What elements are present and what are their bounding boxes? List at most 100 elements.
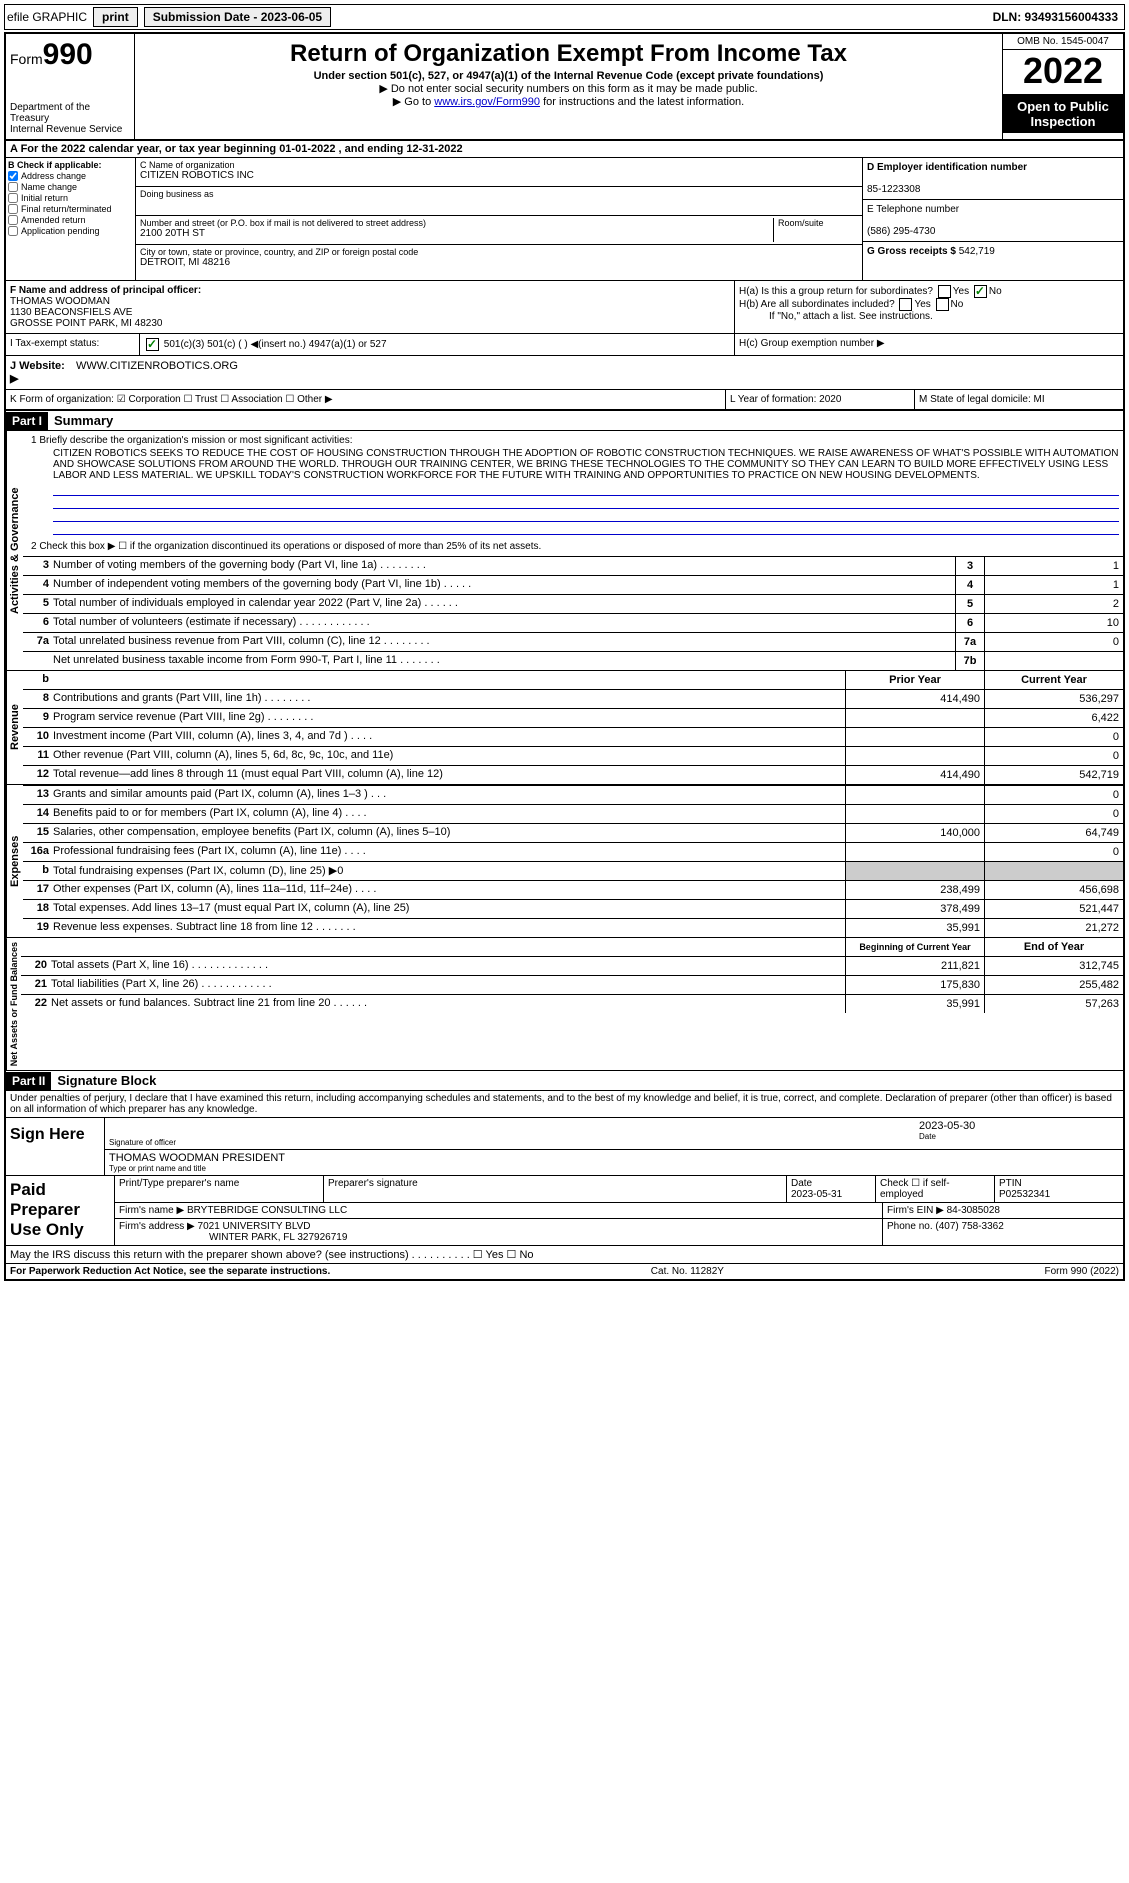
hc-label: H(c) Group exemption number ▶	[739, 338, 885, 349]
table-row: 7a Total unrelated business revenue from…	[23, 632, 1123, 651]
501c3-checkbox[interactable]	[146, 338, 159, 351]
line-val	[984, 652, 1123, 670]
line-num: 14	[23, 805, 53, 823]
line-desc: Other revenue (Part VIII, column (A), li…	[53, 747, 845, 765]
line-box: 7b	[955, 652, 984, 670]
dba-box: Doing business as	[136, 187, 862, 216]
sign-here-row: Sign Here Signature of officer 2023-05-3…	[6, 1118, 1123, 1176]
table-row: 6 Total number of volunteers (estimate i…	[23, 613, 1123, 632]
sig-line1: Signature of officer 2023-05-30 Date	[105, 1118, 1123, 1150]
part-ii-title: Signature Block	[51, 1071, 162, 1090]
curr-val	[984, 862, 1123, 880]
line-desc: Revenue less expenses. Subtract line 18 …	[53, 919, 845, 937]
sig-space	[109, 1120, 919, 1138]
line-box: 3	[955, 557, 984, 575]
na-content: Beginning of Current Year End of Year 20…	[21, 938, 1123, 1070]
prep-date: Date 2023-05-31	[787, 1176, 876, 1202]
ha-yes-checkbox[interactable]	[938, 285, 951, 298]
cb-label: Name change	[21, 182, 77, 192]
table-row: 8 Contributions and grants (Part VIII, l…	[23, 689, 1123, 708]
curr-val: 312,745	[984, 957, 1123, 975]
table-row: 9 Program service revenue (Part VIII, li…	[23, 708, 1123, 727]
ein-v: 84-3085028	[947, 1205, 1000, 1216]
city-box: City or town, state or province, country…	[136, 245, 862, 273]
cb-label: Final return/terminated	[21, 204, 112, 214]
empty	[53, 671, 845, 689]
prior-val: 175,830	[845, 976, 984, 994]
hb-label: H(b) Are all subordinates included?	[739, 299, 895, 310]
form-prefix: Form	[10, 51, 43, 67]
curr-val: 0	[984, 805, 1123, 823]
line-desc: Total number of volunteers (estimate if …	[53, 614, 955, 632]
table-row: 13 Grants and similar amounts paid (Part…	[23, 785, 1123, 804]
firm-v: BRYTEBRIDGE CONSULTING LLC	[187, 1205, 347, 1216]
cb-label: Address change	[21, 171, 86, 181]
irs-link[interactable]: www.irs.gov/Form990	[434, 96, 540, 108]
gross-receipts-box: G Gross receipts $ 542,719	[863, 242, 1123, 280]
line-desc: Net assets or fund balances. Subtract li…	[51, 995, 845, 1013]
cb-amended[interactable]: Amended return	[8, 215, 133, 225]
city-label: City or town, state or province, country…	[140, 247, 858, 257]
line-box: 7a	[955, 633, 984, 651]
city-val: DETROIT, MI 48216	[140, 257, 858, 268]
cb-final-return[interactable]: Final return/terminated	[8, 204, 133, 214]
curr-val: 0	[984, 786, 1123, 804]
curr-val: 21,272	[984, 919, 1123, 937]
ptin-v: P02532341	[999, 1189, 1050, 1200]
d-label: D Employer identification number	[867, 162, 1027, 173]
col-f-officer: F Name and address of principal officer:…	[6, 281, 734, 333]
efile-top-bar: efile GRAPHIC print Submission Date - 20…	[4, 4, 1125, 30]
form-990-num: 990	[43, 38, 93, 71]
phone-l: Phone no.	[887, 1221, 933, 1232]
m-domicile: M State of legal domicile: MI	[914, 390, 1123, 409]
exp-rows: 13 Grants and similar amounts paid (Part…	[23, 785, 1123, 937]
prior-val: 140,000	[845, 824, 984, 842]
na-rows: 20 Total assets (Part X, line 16) . . . …	[21, 956, 1123, 1013]
cb-label: Amended return	[21, 215, 86, 225]
addr-val: 2100 20TH ST	[140, 228, 773, 239]
line-num: 17	[23, 881, 53, 899]
beg-year-header: Beginning of Current Year	[845, 938, 984, 956]
cb-address-change[interactable]: Address change	[8, 171, 133, 181]
curr-val: 542,719	[984, 766, 1123, 784]
submission-date: Submission Date - 2023-06-05	[144, 7, 331, 27]
firm-addr: Firm's address ▶ 7021 UNIVERSITY BLVD WI…	[115, 1219, 883, 1245]
form-note1: ▶ Do not enter social security numbers o…	[139, 82, 998, 95]
line-desc: Contributions and grants (Part VIII, lin…	[53, 690, 845, 708]
empty	[51, 938, 845, 956]
l-year-formation: L Year of formation: 2020	[725, 390, 914, 409]
prep-check: Check ☐ if self-employed	[876, 1176, 995, 1202]
c-name-label: C Name of organization	[140, 160, 858, 170]
mission-text: CITIZEN ROBOTICS SEEKS TO REDUCE THE COS…	[53, 448, 1119, 481]
table-row: 3 Number of voting members of the govern…	[23, 556, 1123, 575]
revenue-section: Revenue b Prior Year Current Year 8 Cont…	[6, 671, 1123, 785]
discuss-row: May the IRS discuss this return with the…	[6, 1245, 1123, 1263]
cb-app-pending[interactable]: Application pending	[8, 226, 133, 236]
cb-name-change[interactable]: Name change	[8, 182, 133, 192]
gov-rows: 3 Number of voting members of the govern…	[23, 556, 1123, 670]
line-num: 21	[21, 976, 51, 994]
line-val: 0	[984, 633, 1123, 651]
dln-label: DLN: 93493156004333	[993, 10, 1122, 24]
hb-no-checkbox[interactable]	[936, 298, 949, 311]
cb-initial-return[interactable]: Initial return	[8, 193, 133, 203]
table-row: 20 Total assets (Part X, line 16) . . . …	[21, 956, 1123, 975]
curr-val: 521,447	[984, 900, 1123, 918]
pg-row3: Firm's address ▶ 7021 UNIVERSITY BLVD WI…	[115, 1219, 1123, 1245]
ha-no-checkbox[interactable]	[974, 285, 987, 298]
prior-val	[845, 786, 984, 804]
mission-block: 1 Briefly describe the organization's mi…	[23, 431, 1123, 556]
row-fh: F Name and address of principal officer:…	[6, 281, 1123, 334]
efile-label: efile GRAPHIC	[7, 10, 87, 24]
sig-line2: THOMAS WOODMAN PRESIDENT Type or print n…	[105, 1150, 1123, 1175]
prep-ptin: PTIN P02532341	[995, 1176, 1123, 1202]
print-button[interactable]: print	[93, 7, 138, 27]
dept-label: Department of the Treasury	[10, 102, 130, 124]
line-box: 5	[955, 595, 984, 613]
paid-grid: Print/Type preparer's name Preparer's si…	[114, 1176, 1123, 1245]
addr-box: Number and street (or P.O. box if mail i…	[136, 216, 862, 245]
form-subtitle: Under section 501(c), 527, or 4947(a)(1)…	[139, 70, 998, 82]
hb-yes-checkbox[interactable]	[899, 298, 912, 311]
na-header-row: Beginning of Current Year End of Year	[21, 938, 1123, 956]
line-box: 4	[955, 576, 984, 594]
